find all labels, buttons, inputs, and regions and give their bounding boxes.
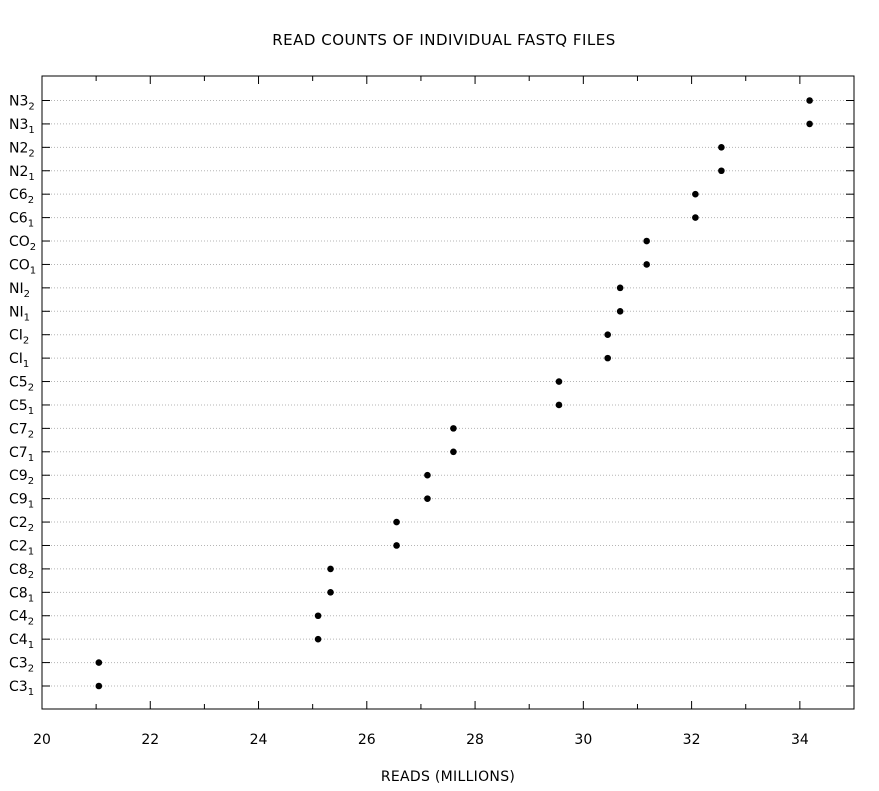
y-tick-label: C72 [9,421,34,440]
data-point [692,214,699,221]
data-point [718,144,725,151]
x-tick-label: 32 [683,732,701,748]
y-tick-label: CO1 [9,257,36,276]
x-axis-label: READS (MILLIONS) [381,769,515,785]
y-tick-label: N32 [9,94,35,113]
data-point [616,284,624,292]
data-point [604,354,611,362]
y-tick-label: N21 [9,164,35,183]
y-tick-label: C81 [9,585,34,604]
data-point [604,331,611,339]
y-tick-label: N22 [9,140,35,159]
chart-title: READ COUNTS OF INDIVIDUAL FASTQ FILES [272,31,616,49]
data-point [555,378,563,385]
y-tick-label: CI1 [9,351,29,370]
data-point [450,425,457,432]
y-tick-label: C62 [9,187,34,206]
data-point [424,471,431,479]
y-tick-label: C32 [9,656,34,675]
x-tick-label: 30 [574,732,592,748]
y-tick-label: NI1 [9,304,30,323]
data-point [393,542,400,549]
data-point [314,635,322,643]
data-points [95,97,813,690]
y-tick-label: N31 [9,117,35,136]
y-tick-label: C51 [9,398,34,417]
y-tick-label: C52 [9,375,34,394]
data-point [393,518,400,526]
x-tick-label: 34 [791,732,809,748]
data-point [424,495,431,502]
x-tick-label: 24 [250,732,268,748]
data-point [616,307,624,315]
y-tick-label: NI2 [9,281,30,300]
x-axis-ticks: 20 22 24 26 28 30 32 34 [33,76,855,748]
y-tick-label: C31 [9,679,34,698]
data-point [806,97,813,104]
grid-lines [42,100,854,687]
x-tick-label: 28 [466,732,484,748]
y-tick-label: C42 [9,609,34,628]
data-point [450,448,457,456]
y-tick-label: CO2 [9,234,36,253]
data-point [555,401,563,409]
y-tick-label: C92 [9,468,34,487]
y-tick-label: C91 [9,492,34,511]
y-tick-label: CI2 [9,328,29,347]
data-point [643,237,650,245]
y-axis-labels: C31 C32 C41 C42 C81 C82 C21 C22 C91 C92 C71 C72 C51 C… [9,94,36,699]
x-tick-label: 20 [33,732,51,748]
y-tick-label: C41 [9,632,34,651]
y-tick-label: C82 [9,562,34,581]
plot-frame [41,75,855,710]
x-tick-label: 22 [141,732,159,748]
data-point [327,589,334,596]
data-point [692,190,699,198]
data-point [718,167,725,175]
x-tick-label: 26 [358,732,376,748]
y-tick-label: C71 [9,445,34,464]
data-point [95,682,103,690]
data-point [327,565,334,573]
y-tick-label: C61 [9,211,34,230]
y-tick-label: C22 [9,515,34,534]
data-point [643,261,650,268]
data-point [806,120,813,128]
y-tick-label: C21 [9,538,34,557]
data-point [95,659,103,666]
data-point [314,612,322,620]
